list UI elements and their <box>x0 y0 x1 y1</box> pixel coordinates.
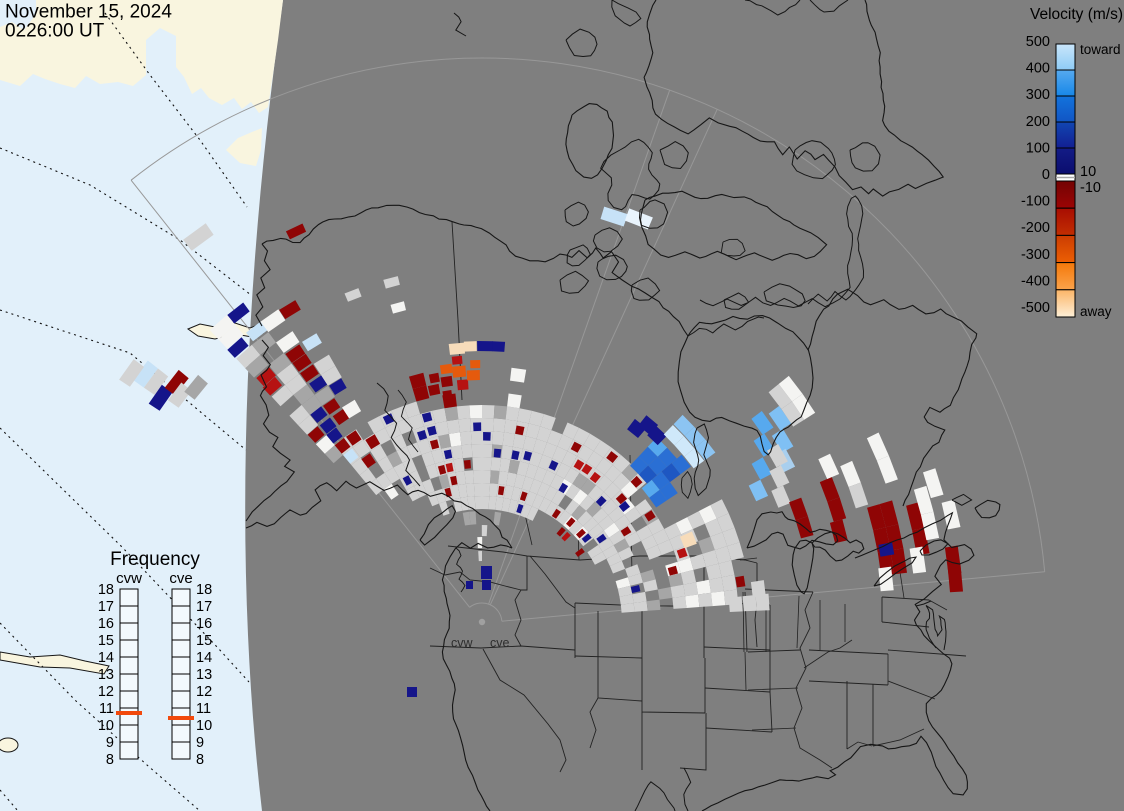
svg-text:8: 8 <box>196 752 204 768</box>
svg-text:13: 13 <box>98 667 114 683</box>
svg-text:12: 12 <box>98 684 114 700</box>
svg-text:18: 18 <box>196 582 212 598</box>
svg-text:400: 400 <box>1026 61 1050 77</box>
svg-text:11: 11 <box>196 701 211 717</box>
svg-text:15: 15 <box>98 633 114 649</box>
svg-text:15: 15 <box>196 633 212 649</box>
svg-text:-200: -200 <box>1021 220 1050 236</box>
svg-text:10: 10 <box>1080 164 1096 180</box>
svg-text:-500: -500 <box>1021 300 1050 316</box>
svg-text:Velocity (m/s): Velocity (m/s) <box>1030 6 1123 23</box>
svg-text:-100: -100 <box>1021 194 1050 210</box>
svg-text:14: 14 <box>98 650 114 666</box>
svg-text:cvw: cvw <box>451 636 474 650</box>
svg-text:14: 14 <box>196 650 212 666</box>
svg-text:cve: cve <box>490 636 510 650</box>
svg-text:-400: -400 <box>1021 273 1050 289</box>
svg-text:8: 8 <box>106 752 114 768</box>
svg-text:300: 300 <box>1026 87 1050 103</box>
svg-text:-10: -10 <box>1080 180 1101 196</box>
svg-text:0: 0 <box>1042 167 1050 183</box>
svg-text:17: 17 <box>98 599 114 615</box>
svg-text:November 15, 2024: November 15, 2024 <box>5 2 172 23</box>
svg-text:-300: -300 <box>1021 247 1050 263</box>
svg-text:16: 16 <box>98 616 114 632</box>
svg-text:100: 100 <box>1026 140 1050 156</box>
svg-text:Frequency: Frequency <box>110 549 200 570</box>
svg-text:17: 17 <box>196 599 212 615</box>
svg-text:0226:00 UT: 0226:00 UT <box>5 21 105 42</box>
svg-text:18: 18 <box>98 582 114 598</box>
svg-text:9: 9 <box>196 735 204 751</box>
svg-text:10: 10 <box>98 718 114 734</box>
svg-text:200: 200 <box>1026 114 1050 130</box>
svg-text:away: away <box>1080 304 1112 319</box>
svg-text:10: 10 <box>196 718 212 734</box>
svg-text:toward: toward <box>1080 42 1121 57</box>
svg-text:11: 11 <box>99 701 114 717</box>
svg-text:cve: cve <box>169 570 192 587</box>
svg-text:13: 13 <box>196 667 212 683</box>
svg-text:12: 12 <box>196 684 212 700</box>
svg-text:9: 9 <box>106 735 114 751</box>
svg-text:500: 500 <box>1026 34 1050 50</box>
svg-text:cvw: cvw <box>116 570 142 587</box>
svg-text:16: 16 <box>196 616 212 632</box>
